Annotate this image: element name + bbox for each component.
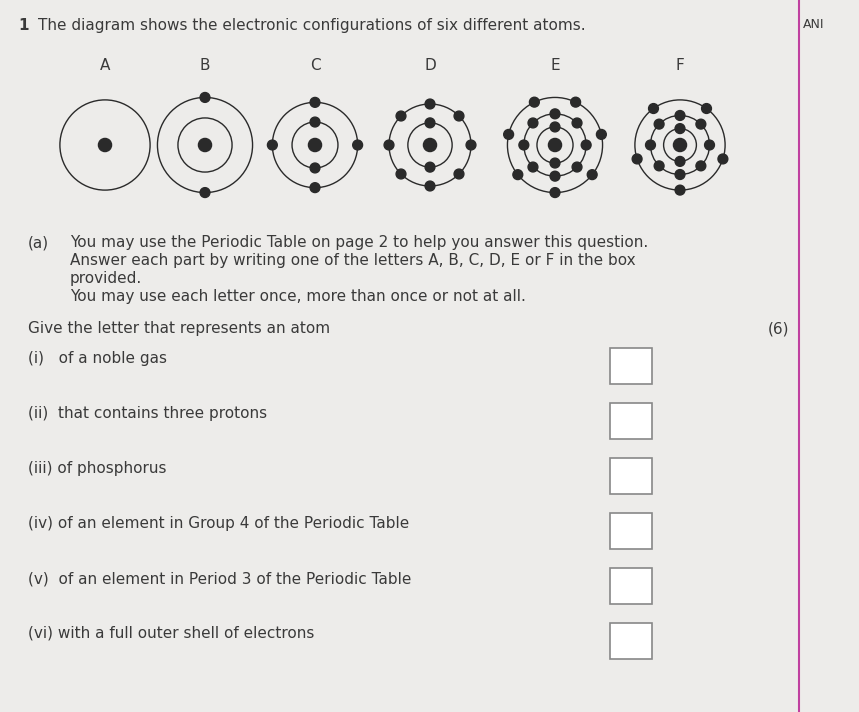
Circle shape xyxy=(646,140,655,150)
Bar xyxy=(610,458,652,494)
Circle shape xyxy=(550,158,560,168)
Circle shape xyxy=(454,169,464,179)
Circle shape xyxy=(596,130,606,140)
Circle shape xyxy=(632,154,642,164)
Circle shape xyxy=(582,140,591,150)
Bar xyxy=(610,348,652,384)
Text: (iii) of phosphorus: (iii) of phosphorus xyxy=(28,461,167,476)
Circle shape xyxy=(200,93,210,103)
Circle shape xyxy=(425,181,435,191)
Circle shape xyxy=(548,138,562,152)
Bar xyxy=(610,513,652,549)
Circle shape xyxy=(308,138,321,152)
Circle shape xyxy=(550,172,560,181)
Circle shape xyxy=(528,118,538,128)
Circle shape xyxy=(454,111,464,121)
Circle shape xyxy=(704,140,715,150)
Circle shape xyxy=(675,185,685,195)
Circle shape xyxy=(649,103,658,113)
Text: F: F xyxy=(676,58,685,73)
Text: ANI: ANI xyxy=(803,18,825,31)
Circle shape xyxy=(673,138,686,152)
Circle shape xyxy=(570,98,581,107)
Bar xyxy=(610,403,652,439)
Circle shape xyxy=(655,161,664,171)
Text: D: D xyxy=(424,58,436,73)
Circle shape xyxy=(675,169,685,179)
Circle shape xyxy=(425,99,435,109)
Circle shape xyxy=(353,140,362,150)
Text: (6): (6) xyxy=(767,321,789,336)
Circle shape xyxy=(310,98,320,108)
Text: A: A xyxy=(100,58,110,73)
Text: provided.: provided. xyxy=(70,271,143,286)
Circle shape xyxy=(384,140,394,150)
Circle shape xyxy=(696,119,706,129)
Text: You may use the Periodic Table on page 2 to help you answer this question.: You may use the Periodic Table on page 2… xyxy=(70,235,649,250)
Circle shape xyxy=(396,169,406,179)
Text: Give the letter that represents an atom: Give the letter that represents an atom xyxy=(28,321,330,336)
Circle shape xyxy=(675,157,685,167)
Circle shape xyxy=(99,138,112,152)
Circle shape xyxy=(310,163,320,173)
Circle shape xyxy=(310,117,320,127)
Circle shape xyxy=(550,188,560,197)
Circle shape xyxy=(198,138,211,152)
Bar xyxy=(610,623,652,659)
Circle shape xyxy=(675,124,685,134)
Circle shape xyxy=(200,188,210,197)
Circle shape xyxy=(396,111,406,121)
Text: 1: 1 xyxy=(18,18,28,33)
Text: The diagram shows the electronic configurations of six different atoms.: The diagram shows the electronic configu… xyxy=(38,18,586,33)
Circle shape xyxy=(528,162,538,172)
Circle shape xyxy=(425,118,435,127)
Text: (v)  of an element in Period 3 of the Periodic Table: (v) of an element in Period 3 of the Per… xyxy=(28,571,411,586)
Text: C: C xyxy=(310,58,320,73)
Bar xyxy=(610,568,652,604)
Text: (vi) with a full outer shell of electrons: (vi) with a full outer shell of electron… xyxy=(28,626,314,641)
Text: (iv) of an element in Group 4 of the Periodic Table: (iv) of an element in Group 4 of the Per… xyxy=(28,516,409,531)
Circle shape xyxy=(702,103,711,113)
Circle shape xyxy=(423,138,436,152)
Circle shape xyxy=(588,169,597,179)
Text: E: E xyxy=(550,58,560,73)
Circle shape xyxy=(696,161,706,171)
Circle shape xyxy=(572,118,582,128)
Circle shape xyxy=(267,140,277,150)
Text: (i)   of a noble gas: (i) of a noble gas xyxy=(28,351,167,366)
Circle shape xyxy=(503,130,514,140)
Circle shape xyxy=(425,162,435,172)
Text: (ii)  that contains three protons: (ii) that contains three protons xyxy=(28,406,267,421)
Circle shape xyxy=(675,110,685,120)
Circle shape xyxy=(519,140,529,150)
Text: (a): (a) xyxy=(28,235,49,250)
Text: B: B xyxy=(200,58,210,73)
Circle shape xyxy=(572,162,582,172)
Text: You may use each letter once, more than once or not at all.: You may use each letter once, more than … xyxy=(70,289,526,304)
Circle shape xyxy=(655,119,664,129)
Text: Answer each part by writing one of the letters A, B, C, D, E or F in the box: Answer each part by writing one of the l… xyxy=(70,253,636,268)
Circle shape xyxy=(466,140,476,150)
Circle shape xyxy=(550,122,560,132)
Circle shape xyxy=(310,183,320,192)
Circle shape xyxy=(513,169,523,179)
Circle shape xyxy=(529,98,539,107)
Circle shape xyxy=(718,154,728,164)
Circle shape xyxy=(550,109,560,119)
